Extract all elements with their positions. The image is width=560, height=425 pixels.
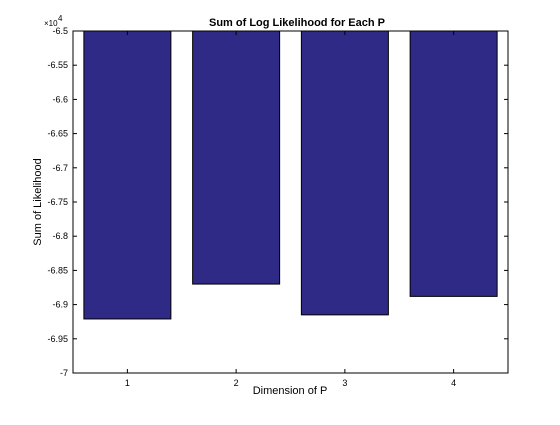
x-tick-label-3: 3	[342, 378, 347, 388]
bars-group	[83, 30, 498, 320]
y-tick-label: -6.7	[52, 163, 68, 173]
bar-1	[83, 30, 172, 320]
y-tick-label: -6.8	[52, 231, 68, 241]
y-tick-label: -6.65	[47, 129, 68, 139]
x-tick-label-2: 2	[234, 378, 239, 388]
x-axis-ticks: 1 2 3 4	[125, 31, 456, 388]
x-tick-label-4: 4	[451, 378, 456, 388]
y-tick-label: -6.75	[47, 197, 68, 207]
y-tick-label: -6.55	[47, 60, 68, 70]
y-tick-label: -6.85	[47, 265, 68, 275]
chart-title: Sum of Log Likelihood for Each P	[209, 17, 385, 29]
axes-frame	[72, 30, 509, 374]
y-tick-label: -6.95	[47, 334, 68, 344]
y-tick-label: -6.5	[52, 26, 68, 36]
y-tick-label: -6.9	[52, 300, 68, 310]
x-axis-label: Dimension of P	[253, 385, 328, 397]
x-tick-label-1: 1	[125, 378, 130, 388]
y-exponent-base: ×10	[44, 19, 58, 28]
y-exponent-label: ×10 4	[44, 14, 63, 28]
y-tick-label: -6.6	[52, 94, 68, 104]
y-axis-label: Sum of Likelihood	[32, 158, 44, 245]
bar-4	[409, 30, 498, 297]
y-exponent-power: 4	[58, 14, 63, 23]
bar-2	[192, 30, 281, 285]
y-tick-label: -7	[60, 368, 68, 378]
bar-3	[300, 30, 389, 316]
y-axis-ticks: -6.5 -6.55 -6.6 -6.65 -6.7 -6.75 -6.8 -6.85 -6.9…	[47, 26, 508, 378]
